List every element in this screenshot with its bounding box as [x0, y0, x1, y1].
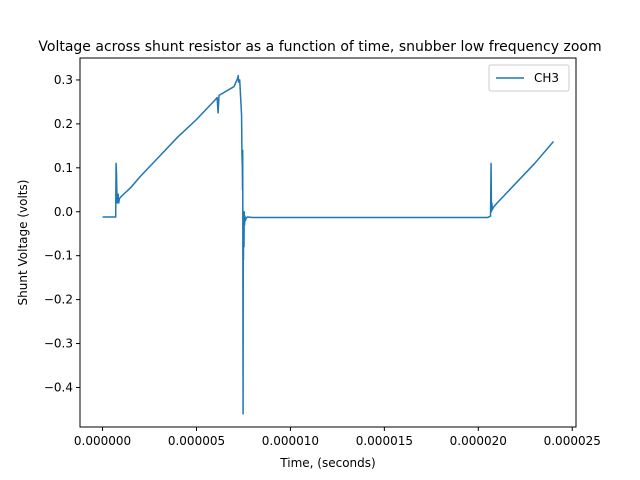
x-tick-label: 0.000000 [74, 434, 131, 448]
y-tick-label: 0.0 [54, 205, 73, 219]
series-line-ch3 [102, 74, 555, 415]
y-tick-label: −0.2 [44, 293, 73, 307]
plot-frame [79, 57, 577, 428]
y-axis-label: Shunt Voltage (volts) [16, 180, 30, 306]
legend-label-ch3: CH3 [534, 71, 559, 85]
legend: CH3 [488, 64, 570, 92]
y-tick-label: 0.3 [54, 73, 73, 87]
plot-area [102, 74, 555, 415]
x-tick-label: 0.000025 [544, 434, 601, 448]
x-tick-label: 0.000005 [168, 434, 225, 448]
chart-title: Voltage across shunt resistor as a funct… [38, 39, 601, 55]
x-axis: 0.000000 0.000005 0.000010 0.000015 0.000020… [74, 427, 601, 448]
legend-box [488, 64, 570, 92]
x-tick-label: 0.000020 [450, 434, 507, 448]
y-tick-label: −0.4 [44, 380, 73, 394]
x-axis-label: Time, (seconds) [279, 456, 375, 470]
y-axis: −0.4 −0.3 −0.2 −0.1 0.0 0.1 0.2 0.3 [44, 73, 80, 394]
x-tick-label: 0.000010 [262, 434, 319, 448]
y-tick-label: 0.2 [54, 117, 73, 131]
x-tick-label: 0.000015 [356, 434, 413, 448]
y-tick-label: −0.1 [44, 249, 73, 263]
y-tick-label: 0.1 [54, 161, 73, 175]
y-tick-label: −0.3 [44, 337, 73, 351]
